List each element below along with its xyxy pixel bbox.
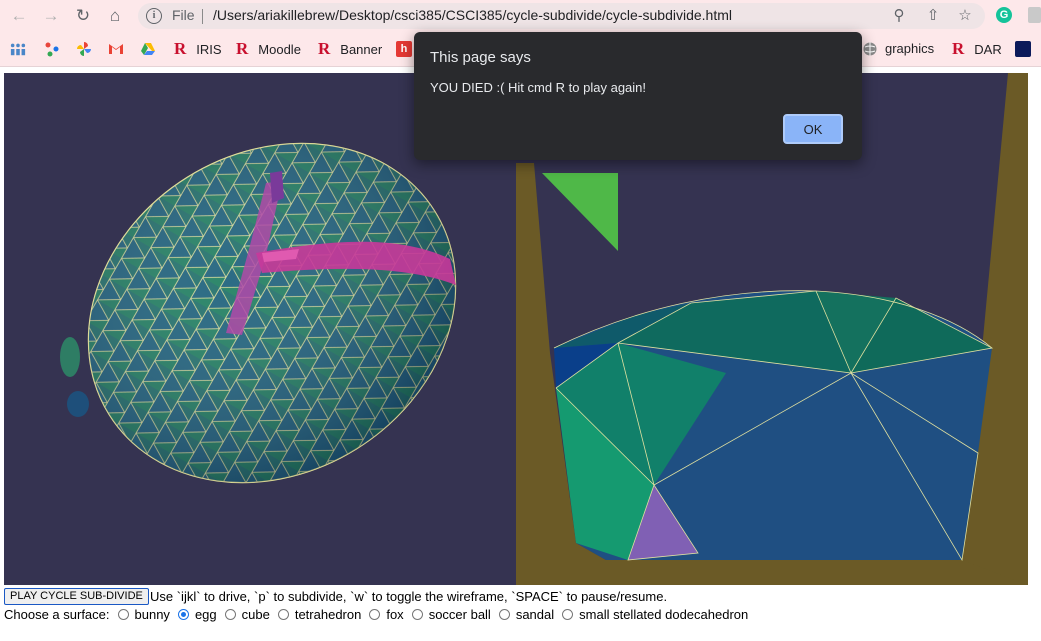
direction-pointer [542, 173, 618, 251]
reed-r-icon: R [952, 39, 965, 58]
reed-r-icon: R [236, 39, 249, 58]
radio-cube[interactable] [224, 609, 236, 620]
cycle-player [270, 171, 284, 203]
play-cycle-subdivide-button[interactable]: PLAY CYCLE SUB-DIVIDE [4, 588, 149, 605]
bookmark-iris[interactable]: R IRIS [174, 39, 222, 58]
forward-arrow-icon[interactable]: → [42, 6, 60, 25]
reed-r-icon: R [174, 39, 187, 58]
bookmark-graphics[interactable]: graphics [885, 41, 935, 56]
radio-tetrahedron[interactable] [277, 609, 289, 620]
arena-wall-right [962, 73, 1028, 585]
left-viewport-canvas[interactable] [4, 73, 516, 585]
surface-label-cube: cube [241, 607, 270, 622]
surface-label-bunny: bunny [134, 607, 170, 622]
home-icon[interactable]: ⌂ [109, 6, 121, 25]
radio-soccer-ball[interactable] [411, 609, 423, 620]
omnibox-divider [202, 9, 203, 24]
browser-toolbar: ← → ↻ ⌂ i File /Users/ariakillebrew/Desk… [0, 0, 1041, 33]
radio-fox[interactable] [369, 609, 381, 620]
surface-label-sandal: sandal [515, 607, 555, 622]
address-bar[interactable]: i File /Users/ariakillebrew/Desktop/csci… [138, 3, 985, 29]
surface-label-tetrahedron: tetrahedron [294, 607, 362, 622]
radio-bunny[interactable] [117, 609, 129, 620]
cycle-trail-horizontal [256, 241, 456, 285]
surface-label-soccer-ball: soccer ball [428, 607, 491, 622]
alert-dialog: This page says YOU DIED :( Hit cmd R to … [414, 32, 862, 160]
info-icon[interactable]: i [146, 8, 162, 24]
bookmark-banner[interactable]: R Banner [318, 39, 383, 58]
surface-label-fox: fox [386, 607, 404, 622]
arena-wall [516, 163, 1028, 585]
reed-r-icon: R [318, 39, 331, 58]
url-text[interactable]: /Users/ariakillebrew/Desktop/csci385/CSC… [213, 7, 732, 23]
apps-icon[interactable] [10, 41, 26, 57]
url-scheme: File [172, 7, 195, 23]
zoom-icon[interactable]: ⚲ [893, 7, 905, 24]
cycle-trail-vertical [226, 181, 282, 335]
dialog-message: YOU DIED :( Hit cmd R to play again! [430, 80, 647, 95]
back-arrow-icon[interactable]: ← [10, 6, 28, 25]
tab-icon[interactable] [1015, 41, 1031, 57]
radio-egg[interactable] [177, 609, 189, 620]
bunny-marker [60, 337, 80, 377]
bookmark-moodle[interactable]: R Moodle [236, 39, 301, 58]
bookmark-star-icon[interactable]: ☆ [958, 7, 972, 24]
grammarly-extension-icon[interactable]: G [996, 7, 1012, 23]
gmail-icon[interactable] [108, 41, 124, 57]
instructions-text: Use `ijkl` to drive, `p` to subdivide, `… [150, 589, 668, 604]
ok-button[interactable]: OK [783, 114, 843, 144]
closeup-scene [516, 73, 1028, 585]
share-icon[interactable] [44, 41, 60, 57]
radio-sandal[interactable] [498, 609, 510, 620]
share-page-icon[interactable]: ⇧ [926, 7, 940, 24]
reload-icon[interactable]: ↻ [75, 6, 91, 25]
surface-label-egg: egg [194, 607, 217, 622]
extension-icon[interactable] [1028, 7, 1041, 23]
sphere-marker [67, 391, 89, 417]
egg-scene [60, 142, 457, 484]
surface-label-small-stellated-dodecahedron: small stellated dodecahedron [579, 607, 749, 622]
dialog-title: This page says [430, 49, 531, 66]
surface-chooser: Choose a surface: bunny egg cube tetrahedron… [4, 606, 748, 624]
cycle-trail-closeup [628, 485, 698, 560]
surface-prompt: Choose a surface: [4, 607, 110, 622]
globe-icon [863, 42, 877, 56]
photos-icon[interactable] [76, 41, 92, 57]
drive-icon[interactable] [140, 41, 156, 57]
cycle-enemy [262, 249, 299, 262]
radio-small-stellated-dodecahedron[interactable] [562, 609, 574, 620]
handshake-icon[interactable]: h [396, 41, 412, 57]
bookmark-dar[interactable]: R DAR [952, 39, 1002, 58]
